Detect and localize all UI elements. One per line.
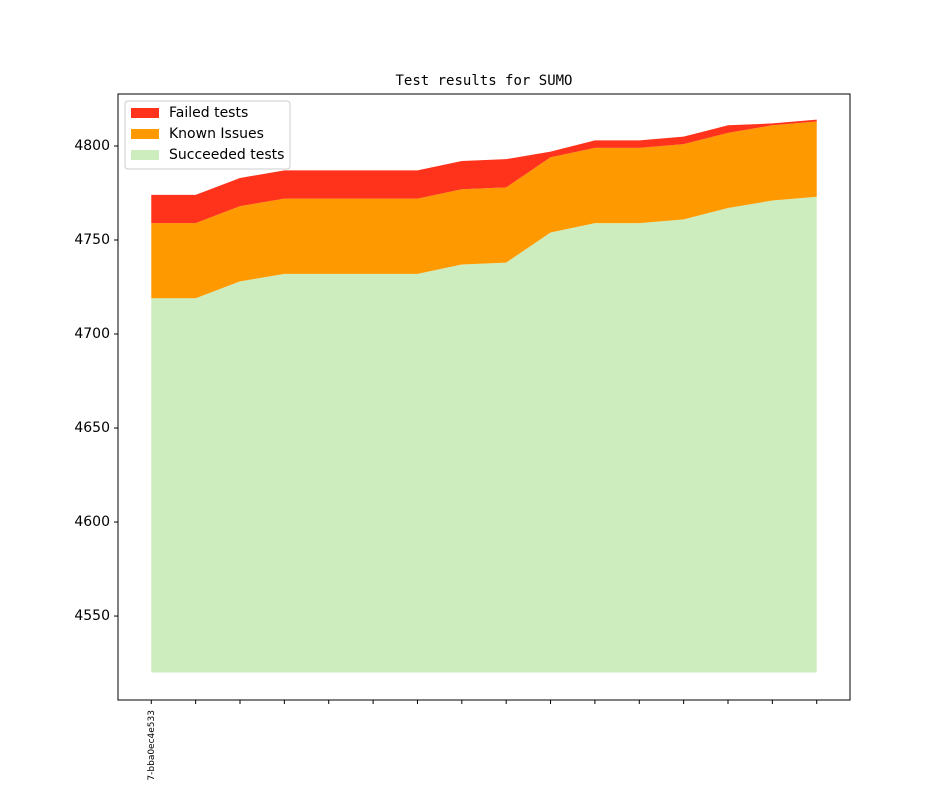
y-tick-label: 4600: [74, 514, 110, 530]
chart-title: Test results for SUMO: [395, 73, 572, 89]
plot-area: [151, 119, 817, 673]
legend-label: Failed tests: [169, 105, 248, 121]
axes-frame: [117, 93, 851, 701]
area: [151, 196, 817, 673]
legend: Failed tests Known Issues Succeeded tests: [124, 100, 291, 170]
legend-swatch: [131, 129, 159, 139]
area: [151, 119, 817, 224]
area: [151, 121, 817, 299]
legend-swatch: [131, 150, 159, 160]
legend-swatch: [131, 108, 159, 118]
y-tick-label: 4800: [74, 138, 110, 154]
y-tick-label: 4650: [74, 420, 110, 436]
legend-label: Known Issues: [169, 126, 264, 142]
legend-box: [124, 100, 291, 170]
x-tick-label: 7-bba0ec4e533: [147, 710, 157, 781]
legend-label: Succeeded tests: [169, 147, 284, 163]
y-tick-label: 4700: [74, 326, 110, 342]
y-tick-label: 4550: [74, 608, 110, 624]
y-tick-label: 4750: [74, 232, 110, 248]
